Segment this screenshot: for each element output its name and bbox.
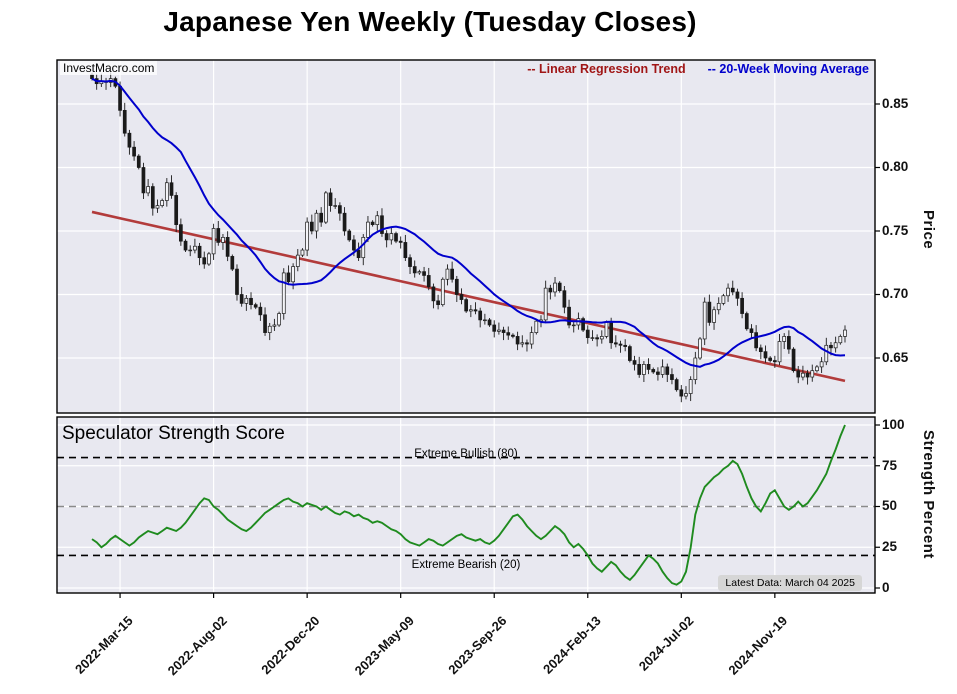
watermark-investmacro: InvestMacro.com <box>60 61 158 75</box>
strength-score-line <box>91 424 846 586</box>
axis-tick-marks <box>119 103 880 598</box>
strength-panel-title: Speculator Strength Score <box>62 423 285 444</box>
chart-title: Japanese Yen Weekly (Tuesday Closes) <box>163 6 697 37</box>
strength-tick-label: 75 <box>882 458 898 473</box>
candlesticks <box>90 72 847 403</box>
strength-tick-label: 100 <box>882 417 905 432</box>
price-tick-label: 0.80 <box>882 159 909 174</box>
price-tick-label: 0.65 <box>882 350 909 365</box>
strength-tick-label: 50 <box>882 498 898 513</box>
strength-tick-label: 0 <box>882 580 890 595</box>
extreme-bullish-label: Extreme Bullish (80) <box>414 448 518 460</box>
price-tick-label: 0.75 <box>882 223 909 238</box>
panel-backgrounds <box>57 60 875 593</box>
price-tick-label: 0.85 <box>882 96 909 111</box>
legend: -- Linear Regression Trend -- 20-Week Mo… <box>57 62 869 76</box>
price-tick-label: 0.70 <box>882 286 909 301</box>
latest-data-badge: Latest Data: March 04 2025 <box>718 575 862 591</box>
legend-ma-label: -- 20-Week Moving Average <box>707 62 869 76</box>
extreme-bearish-label: Extreme Bearish (20) <box>411 559 521 571</box>
legend-trend-label: -- Linear Regression Trend <box>527 62 686 76</box>
moving-average-line <box>91 77 846 368</box>
strength-thresholds <box>57 456 875 557</box>
price-axis-title: Price <box>920 210 937 250</box>
strength-tick-label: 25 <box>882 539 898 554</box>
panel-borders <box>56 59 876 594</box>
strength-axis-title: Strength Percent <box>920 430 937 559</box>
